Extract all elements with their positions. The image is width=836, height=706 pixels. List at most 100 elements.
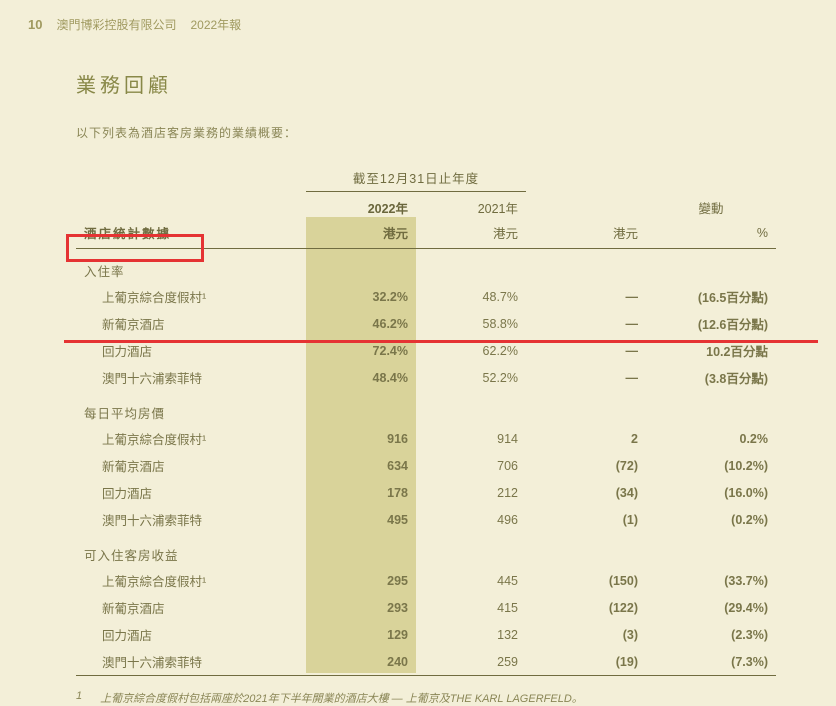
row-label: 新葡京酒店 [76,310,306,337]
cell-pct: (7.3%) [646,648,776,675]
cell-change: (19) [526,648,646,675]
cell-change: — [526,364,646,391]
footnote-number: 1 [76,690,82,706]
row-label: 澳門十六浦索菲特 [76,506,306,533]
cell-2022: 46.2% [306,310,416,337]
cell-change: (34) [526,479,646,506]
row-label: 回力酒店 [76,479,306,506]
cell-change: — [526,337,646,364]
row-label: 澳門十六浦索菲特 [76,364,306,391]
cell-2021: 212 [416,479,526,506]
period-header: 截至12月31日止年度 [306,165,526,192]
table-row: 回力酒店129132(3)(2.3%) [76,621,776,648]
footnote: 1 上葡京綜合度假村包括兩座於2021年下半年開業的酒店大樓 — 上葡京及THE… [76,690,836,706]
table-row: 新葡京酒店293415(122)(29.4%) [76,594,776,621]
table-row: 回力酒店178212(34)(16.0%) [76,479,776,506]
bottom-rule [76,675,776,676]
group-title: 入住率 [76,249,776,284]
unit-row: 酒店統計數據 港元 港元 港元 % [76,220,776,248]
table-row: 回力酒店72.4%62.2%—10.2百分點 [76,337,776,364]
table-row: 新葡京酒店46.2%58.8%—(12.6百分點) [76,310,776,337]
row-label: 回力酒店 [76,337,306,364]
cell-2022: 48.4% [306,364,416,391]
data-table-wrap: 截至12月31日止年度 2022年 2021年 變動 酒店統計數據 港元 港元 … [76,165,776,676]
hotel-stats-table: 截至12月31日止年度 2022年 2021年 變動 酒店統計數據 港元 港元 … [76,165,776,676]
section-title: 業務回顧 [76,69,836,98]
page-header: 10 澳門博彩控股有限公司 2022年報 [0,0,836,33]
cell-2022: 240 [306,648,416,675]
cell-2021: 58.8% [416,310,526,337]
cell-2021: 496 [416,506,526,533]
table-row: 上葡京綜合度假村¹91691420.2% [76,425,776,452]
cell-change: (72) [526,452,646,479]
cell-pct: (10.2%) [646,452,776,479]
cell-2021: 914 [416,425,526,452]
cell-pct: (16.0%) [646,479,776,506]
cell-change: — [526,283,646,310]
report-year: 2022年報 [190,16,241,33]
cell-2022: 634 [306,452,416,479]
cell-pct: (12.6百分點) [646,310,776,337]
cell-pct: (0.2%) [646,506,776,533]
table-row: 上葡京綜合度假村¹295445(150)(33.7%) [76,567,776,594]
cell-2021: 706 [416,452,526,479]
group-title-row: 入住率 [76,249,776,284]
header-row-span: 截至12月31日止年度 [76,165,776,192]
cell-2022: 32.2% [306,283,416,310]
row-label: 上葡京綜合度假村¹ [76,567,306,594]
cell-pct: (29.4%) [646,594,776,621]
cell-2022: 178 [306,479,416,506]
cell-pct: (16.5百分點) [646,283,776,310]
col-2021-header: 2021年 [416,192,526,221]
cell-2022: 295 [306,567,416,594]
row-label: 上葡京綜合度假村¹ [76,425,306,452]
cell-2021: 52.2% [416,364,526,391]
group-title: 每日平均房價 [76,391,776,425]
cell-change: (3) [526,621,646,648]
cell-change: (1) [526,506,646,533]
cell-2022: 72.4% [306,337,416,364]
row-category-label: 酒店統計數據 [76,220,306,248]
cell-2021: 48.7% [416,283,526,310]
group-title-row: 可入住客房收益 [76,533,776,567]
row-label: 新葡京酒店 [76,594,306,621]
cell-2022: 129 [306,621,416,648]
footnote-text: 上葡京綜合度假村包括兩座於2021年下半年開業的酒店大樓 — 上葡京及THE K… [100,690,583,706]
cell-change: (122) [526,594,646,621]
unit-2022: 港元 [306,220,416,248]
unit-2021: 港元 [416,220,526,248]
row-label: 新葡京酒店 [76,452,306,479]
cell-2021: 62.2% [416,337,526,364]
cell-change: — [526,310,646,337]
header-row-years: 2022年 2021年 變動 [76,192,776,221]
cell-pct: 10.2百分點 [646,337,776,364]
col-2022-header: 2022年 [306,192,416,221]
cell-pct: (3.8百分點) [646,364,776,391]
row-label: 回力酒店 [76,621,306,648]
cell-2022: 293 [306,594,416,621]
table-row: 澳門十六浦索菲特48.4%52.2%—(3.8百分點) [76,364,776,391]
row-label: 上葡京綜合度假村¹ [76,283,306,310]
cell-2021: 445 [416,567,526,594]
table-row: 澳門十六浦索菲特495496(1)(0.2%) [76,506,776,533]
cell-pct: (33.7%) [646,567,776,594]
cell-2021: 132 [416,621,526,648]
group-title: 可入住客房收益 [76,533,776,567]
table-row: 澳門十六浦索菲特240259(19)(7.3%) [76,648,776,675]
table-row: 新葡京酒店634706(72)(10.2%) [76,452,776,479]
intro-text: 以下列表為酒店客房業務的業績概要： [76,124,836,141]
cell-2022: 916 [306,425,416,452]
cell-change: 2 [526,425,646,452]
page-number: 10 [28,17,42,32]
unit-pct: % [646,220,776,248]
row-label: 澳門十六浦索菲特 [76,648,306,675]
cell-2021: 259 [416,648,526,675]
unit-change: 港元 [526,220,646,248]
cell-2021: 415 [416,594,526,621]
cell-change: (150) [526,567,646,594]
table-row: 上葡京綜合度假村¹32.2%48.7%—(16.5百分點) [76,283,776,310]
cell-pct: 0.2% [646,425,776,452]
col-change-header: 變動 [646,192,776,221]
cell-2022: 495 [306,506,416,533]
cell-pct: (2.3%) [646,621,776,648]
